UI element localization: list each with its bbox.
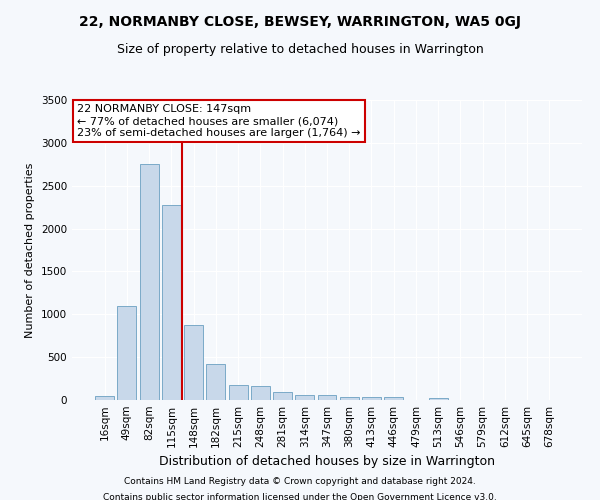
Bar bbox=[140, 164, 158, 400]
Bar bbox=[295, 395, 314, 400]
Bar bbox=[206, 364, 225, 400]
Bar bbox=[95, 396, 114, 400]
Bar bbox=[229, 386, 248, 400]
Y-axis label: Number of detached properties: Number of detached properties bbox=[25, 162, 35, 338]
Text: 22, NORMANBY CLOSE, BEWSEY, WARRINGTON, WA5 0GJ: 22, NORMANBY CLOSE, BEWSEY, WARRINGTON, … bbox=[79, 15, 521, 29]
Text: Size of property relative to detached houses in Warrington: Size of property relative to detached ho… bbox=[116, 42, 484, 56]
Bar bbox=[384, 398, 403, 400]
Bar bbox=[362, 397, 381, 400]
X-axis label: Distribution of detached houses by size in Warrington: Distribution of detached houses by size … bbox=[159, 456, 495, 468]
Text: 22 NORMANBY CLOSE: 147sqm
← 77% of detached houses are smaller (6,074)
23% of se: 22 NORMANBY CLOSE: 147sqm ← 77% of detac… bbox=[77, 104, 361, 138]
Bar bbox=[273, 392, 292, 400]
Text: Contains HM Land Registry data © Crown copyright and database right 2024.: Contains HM Land Registry data © Crown c… bbox=[124, 478, 476, 486]
Text: Contains public sector information licensed under the Open Government Licence v3: Contains public sector information licen… bbox=[103, 492, 497, 500]
Bar bbox=[184, 326, 203, 400]
Bar bbox=[118, 306, 136, 400]
Bar bbox=[162, 204, 181, 400]
Bar bbox=[429, 398, 448, 400]
Bar bbox=[340, 398, 359, 400]
Bar bbox=[251, 386, 270, 400]
Bar bbox=[317, 396, 337, 400]
